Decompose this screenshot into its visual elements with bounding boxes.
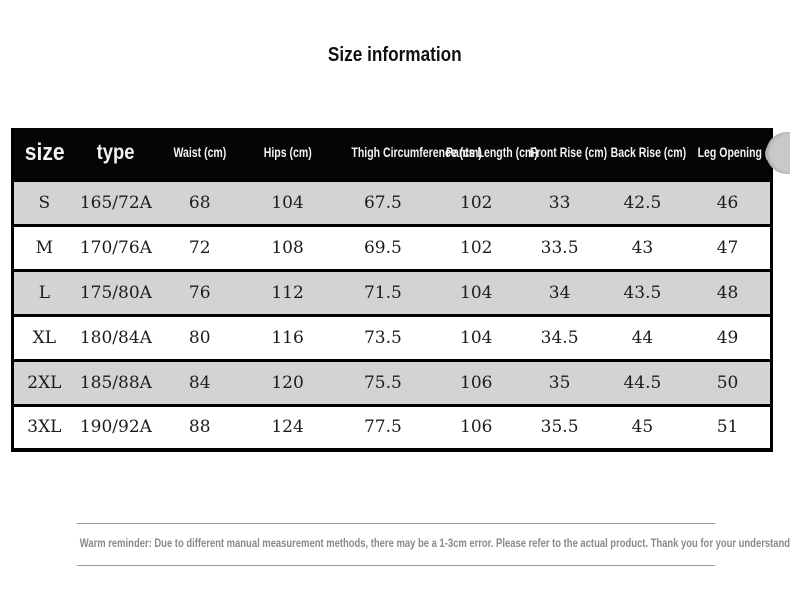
cell-waist: 72: [157, 223, 243, 270]
cell-back-rise: 44.5: [599, 358, 686, 405]
cell-size: L: [12, 268, 75, 315]
cell-pants-length: 106: [433, 403, 520, 450]
cell-back-rise: 45: [599, 403, 686, 450]
col-header-leg-opening: Leg Opening (cm): [697, 145, 788, 161]
size-table: size type Waist (cm) Hips (cm) Thigh Cir…: [11, 128, 788, 452]
warm-reminder: Warm reminder: Due to different manual m…: [0, 538, 790, 550]
divider-line-top: [77, 523, 715, 524]
cell-waist: 84: [157, 358, 243, 405]
cell-type: 170/76A: [74, 223, 158, 270]
cell-size: 2XL: [12, 358, 75, 405]
cell-pants-length: 104: [433, 313, 520, 360]
cell-pants-length: 106: [433, 358, 520, 405]
cell-leg-opening: 47: [685, 223, 772, 270]
warm-reminder-text: Warm reminder: Due to different manual m…: [79, 538, 790, 550]
cell-front-rise: 34.5: [519, 313, 600, 360]
cell-back-rise: 43: [599, 223, 686, 270]
cell-thigh: 71.5: [332, 268, 434, 315]
cell-hips: 108: [242, 223, 333, 270]
cell-leg-opening: 49: [685, 313, 772, 360]
cell-pants-length: 102: [433, 223, 520, 270]
cell-thigh: 69.5: [332, 223, 434, 270]
col-header-front-rise: Front Rise (cm): [530, 145, 608, 161]
cell-thigh: 67.5: [332, 178, 434, 225]
cell-front-rise: 33: [519, 178, 600, 225]
cell-thigh: 73.5: [332, 313, 434, 360]
cell-thigh: 75.5: [332, 358, 434, 405]
table-row-xl: XL 180/84A 80 116 73.5 104 34.5 44 49: [12, 313, 772, 360]
cell-size: M: [12, 223, 75, 270]
table-row-2xl: 2XL 185/88A 84 120 75.5 106 35 44.5 50: [12, 358, 772, 405]
cell-hips: 124: [242, 403, 333, 450]
col-header-type: type: [96, 141, 135, 165]
cell-hips: 116: [242, 313, 333, 360]
page-title: Size information: [0, 44, 790, 67]
col-header-back-rise: Back Rise (cm): [610, 145, 686, 161]
table-row-l: L 175/80A 76 112 71.5 104 34 43.5 48: [12, 268, 772, 315]
cell-leg-opening: 46: [685, 178, 772, 225]
cell-hips: 112: [242, 268, 333, 315]
col-header-thigh-circumference: Thigh Circumference (cm): [351, 145, 482, 161]
cell-waist: 76: [157, 268, 243, 315]
cell-back-rise: 42.5: [599, 178, 686, 225]
table-row-s: S 165/72A 68 104 67.5 102 33 42.5 46: [12, 178, 772, 225]
cell-size: S: [12, 178, 75, 225]
cell-leg-opening: 48: [685, 268, 772, 315]
cell-thigh: 77.5: [332, 403, 434, 450]
cell-waist: 88: [157, 403, 243, 450]
cell-pants-length: 102: [433, 178, 520, 225]
cell-type: 185/88A: [74, 358, 158, 405]
cell-back-rise: 44: [599, 313, 686, 360]
cell-leg-opening: 51: [685, 403, 772, 450]
table-row-m: M 170/76A 72 108 69.5 102 33.5 43 47: [12, 223, 772, 270]
cell-type: 175/80A: [74, 268, 158, 315]
cell-type: 190/92A: [74, 403, 158, 450]
cell-hips: 120: [242, 358, 333, 405]
cell-waist: 68: [157, 178, 243, 225]
divider-line-bottom: [77, 565, 715, 566]
table-row-3xl: 3XL 190/92A 88 124 77.5 106 35.5 45 51: [12, 403, 772, 450]
col-header-pants-length: Pants Length (cm): [446, 145, 538, 161]
cell-type: 180/84A: [74, 313, 158, 360]
cell-front-rise: 35.5: [519, 403, 600, 450]
cell-type: 165/72A: [74, 178, 158, 225]
cell-front-rise: 33.5: [519, 223, 600, 270]
col-header-waist: Waist (cm): [173, 145, 227, 161]
col-header-hips: Hips (cm): [263, 145, 312, 161]
cell-size: 3XL: [12, 403, 75, 450]
header-row: size type Waist (cm) Hips (cm) Thigh Cir…: [12, 128, 788, 180]
cell-waist: 80: [157, 313, 243, 360]
cell-size: XL: [12, 313, 75, 360]
cell-hips: 104: [242, 178, 333, 225]
cell-back-rise: 43.5: [599, 268, 686, 315]
col-header-size: size: [24, 139, 65, 167]
cell-front-rise: 34: [519, 268, 600, 315]
cell-pants-length: 104: [433, 268, 520, 315]
page-title-text: Size information: [328, 44, 462, 66]
cell-front-rise: 35: [519, 358, 600, 405]
cell-leg-opening: 50: [685, 358, 772, 405]
